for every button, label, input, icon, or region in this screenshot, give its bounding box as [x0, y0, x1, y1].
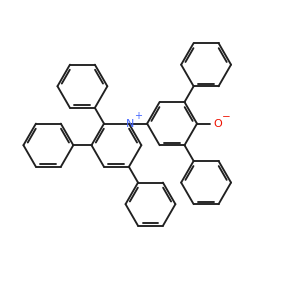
Text: +: +: [134, 111, 142, 121]
Text: N: N: [126, 118, 134, 129]
Text: O: O: [214, 118, 222, 129]
Text: −: −: [222, 112, 231, 122]
